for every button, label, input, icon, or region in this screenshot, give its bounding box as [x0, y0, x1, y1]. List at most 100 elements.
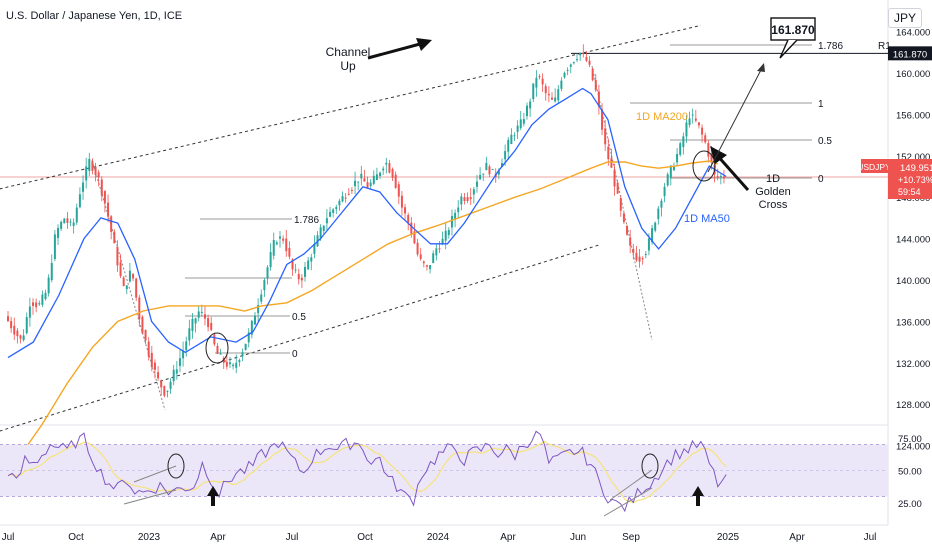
candle-body — [110, 216, 113, 232]
candle-body — [347, 193, 350, 195]
candle-body — [622, 213, 625, 223]
candle-body — [207, 318, 210, 328]
price-tick-label: 164.000 — [896, 28, 930, 39]
candle-body — [707, 142, 710, 157]
rsi-trendline — [123, 489, 177, 505]
candle-body — [82, 182, 85, 192]
candle-body — [585, 56, 588, 61]
candle-body — [532, 83, 535, 100]
candle-body — [122, 277, 125, 287]
candle-body — [663, 186, 666, 197]
fib-level-label: 0.5 — [292, 312, 306, 323]
candle-body — [563, 73, 566, 78]
target-price-tag-text: 161.870 — [893, 49, 927, 60]
candle-body — [488, 166, 491, 175]
candle-body — [19, 335, 22, 339]
candle-body — [66, 218, 69, 223]
candle-body — [613, 169, 616, 187]
candle-body — [157, 372, 160, 379]
candle-body — [341, 196, 344, 202]
candle-body — [638, 256, 641, 262]
time-tick-label: Jun — [570, 532, 586, 543]
candle-body — [544, 86, 547, 94]
candle-body — [219, 353, 222, 355]
candle-body — [654, 222, 657, 231]
decline-trendline-1 — [91, 159, 166, 411]
candle-body — [475, 181, 478, 187]
candle-body — [210, 322, 213, 330]
candle-body — [228, 362, 231, 365]
candle-body — [125, 285, 128, 290]
candle-body — [669, 165, 672, 178]
candle-body — [175, 369, 178, 374]
candle-body — [200, 311, 203, 313]
candle-body — [85, 166, 88, 181]
candle-body — [150, 352, 153, 368]
candle-body — [78, 194, 81, 208]
candle-body — [557, 89, 560, 101]
candle-body — [94, 166, 97, 175]
candle-body — [394, 174, 397, 188]
candle-body — [410, 222, 413, 234]
candle-body — [225, 361, 228, 367]
candle-body — [100, 179, 103, 196]
highlight-circle — [205, 332, 229, 364]
candle-body — [513, 135, 516, 137]
candle-body — [288, 247, 291, 257]
candle-body — [447, 229, 450, 236]
ma200-label: 1D MA200 — [636, 111, 688, 123]
candle-body — [504, 151, 507, 160]
candle-body — [88, 158, 91, 171]
channel-arrow — [367, 42, 421, 60]
target-callout-pointer — [779, 39, 798, 59]
candle-body — [626, 225, 629, 235]
candle-body — [329, 211, 332, 217]
golden-cross-label: Golden — [755, 186, 790, 198]
candle-body — [75, 207, 78, 223]
candle-body — [32, 302, 35, 306]
ma50-label: 1D MA50 — [684, 213, 730, 225]
candle-body — [547, 93, 550, 96]
candle-body — [647, 238, 650, 251]
candle-body — [660, 200, 663, 208]
currency-button[interactable]: JPY — [887, 8, 922, 28]
candle-body — [116, 246, 119, 266]
candle-body — [25, 317, 28, 333]
candle-body — [666, 174, 669, 186]
candle-body — [307, 260, 310, 270]
candle-body — [510, 134, 513, 145]
fib-level-label: 1.786 — [294, 215, 319, 226]
target-arrowhead — [757, 63, 765, 72]
channel-lower-line — [0, 244, 600, 432]
candle-body — [719, 175, 722, 177]
candle-body — [382, 168, 385, 171]
candle-body — [491, 168, 494, 170]
candle-body — [7, 316, 9, 322]
candle-body — [535, 77, 538, 88]
candle-body — [22, 335, 25, 341]
time-tick-label: Apr — [210, 532, 226, 543]
candle-body — [275, 242, 278, 245]
rsi-up-arrow — [692, 486, 704, 506]
time-tick-label: Oct — [357, 532, 373, 543]
candle-body — [250, 320, 253, 335]
candle-body — [338, 200, 341, 206]
candle-body — [579, 53, 582, 56]
price-tick-label: 152.000 — [896, 152, 930, 163]
candle-body — [38, 303, 41, 305]
candle-body — [313, 243, 316, 254]
symbol-tag — [861, 159, 888, 173]
time-tick-label: Jul — [864, 532, 877, 543]
price-change-text: +10.73% — [898, 175, 932, 185]
candle-body — [657, 208, 660, 220]
golden-cross-label: 1D — [766, 173, 780, 185]
candle-body — [322, 225, 325, 231]
countdown-text: 59:54 — [898, 187, 921, 197]
candle-body — [113, 231, 116, 244]
candle-body — [366, 182, 369, 188]
rsi-trendline — [133, 465, 177, 483]
candle-body — [138, 297, 141, 320]
current-price-tag — [888, 159, 932, 199]
rsi-circle — [167, 453, 185, 479]
